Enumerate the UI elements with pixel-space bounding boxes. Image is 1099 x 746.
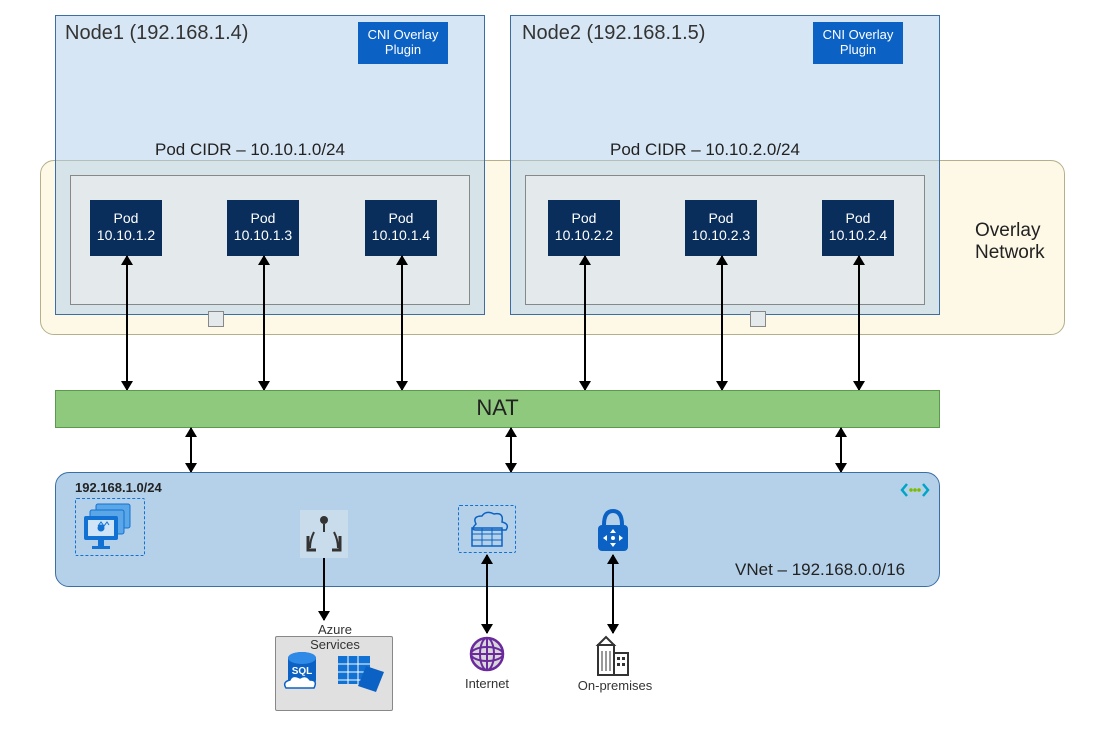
- internet-label: Internet: [461, 676, 513, 691]
- arrow-pod2-nat: [263, 256, 265, 390]
- node2-title: Node2 (192.168.1.5): [522, 22, 705, 45]
- arrow-storage-internet: [486, 555, 488, 633]
- pod-3-ip: 10.10.1.4: [372, 227, 430, 243]
- pod-3-label: Pod: [389, 210, 414, 226]
- arrow-pod4-nat: [584, 256, 586, 390]
- vmss-icon: [80, 502, 140, 552]
- arrow-nat-vnet-2: [510, 428, 512, 472]
- pod-4-label: Pod: [572, 210, 597, 226]
- pod-5-ip: 10.10.2.3: [692, 227, 750, 243]
- overlay-network-label: OverlayNetwork: [975, 220, 1045, 264]
- arrow-lb-azure: [323, 558, 325, 620]
- vnet-peering-icon: [900, 480, 930, 500]
- pod-3: Pod 10.10.1.4: [365, 200, 437, 256]
- node2-cni-plugin: CNI Overlay Plugin: [813, 22, 903, 64]
- arrow-pod5-nat: [721, 256, 723, 390]
- onprem-building-icon: [594, 635, 634, 677]
- node1-cni-plugin: CNI Overlay Plugin: [358, 22, 448, 64]
- pod-1: Pod 10.10.1.2: [90, 200, 162, 256]
- pod-4: Pod 10.10.2.2: [548, 200, 620, 256]
- arrow-nat-vnet-1: [190, 428, 192, 472]
- onprem-label: On-premises: [577, 678, 653, 693]
- overlay-text-1: OverlayNetwork: [975, 220, 1045, 263]
- storage-account-icon: [336, 652, 386, 700]
- node1-title: Node1 (192.168.1.4): [65, 22, 248, 45]
- pod-5: Pod 10.10.2.3: [685, 200, 757, 256]
- cloud-storage-icon: [462, 508, 512, 550]
- pod-6-label: Pod: [846, 210, 871, 226]
- node2-handle: [750, 311, 766, 327]
- arrow-pod3-nat: [401, 256, 403, 390]
- node1-cidr: Pod CIDR – 10.10.1.0/24: [155, 140, 345, 160]
- pod-6: Pod 10.10.2.4: [822, 200, 894, 256]
- pod-2-ip: 10.10.1.3: [234, 227, 292, 243]
- svg-text:SQL: SQL: [292, 666, 313, 677]
- arrow-vpn-onprem: [612, 555, 614, 633]
- vnet-label: VNet – 192.168.0.0/16: [735, 560, 905, 580]
- pod-1-ip: 10.10.1.2: [97, 227, 155, 243]
- cni-text-1: CNI Overlay Plugin: [368, 27, 439, 57]
- node1-handle: [208, 311, 224, 327]
- pod-2: Pod 10.10.1.3: [227, 200, 299, 256]
- pod-4-ip: 10.10.2.2: [555, 227, 613, 243]
- pod-5-label: Pod: [709, 210, 734, 226]
- load-balancer-icon: [300, 510, 348, 558]
- internet-globe-icon: [468, 635, 506, 673]
- node2-cidr: Pod CIDR – 10.10.2.0/24: [610, 140, 800, 160]
- sql-db-icon: SQL: [282, 648, 332, 698]
- arrow-pod1-nat: [126, 256, 128, 390]
- arrow-pod6-nat: [858, 256, 860, 390]
- nat-label: NAT: [476, 395, 518, 420]
- arrow-nat-vnet-3: [840, 428, 842, 472]
- nat-box: NAT: [55, 390, 940, 428]
- pod-6-ip: 10.10.2.4: [829, 227, 887, 243]
- pod-1-label: Pod: [114, 210, 139, 226]
- pod-2-label: Pod: [251, 210, 276, 226]
- vnet-subnet-label: 192.168.1.0/24: [75, 480, 162, 495]
- vpn-gateway-icon: [590, 505, 636, 555]
- cni-text-2: CNI Overlay Plugin: [823, 27, 894, 57]
